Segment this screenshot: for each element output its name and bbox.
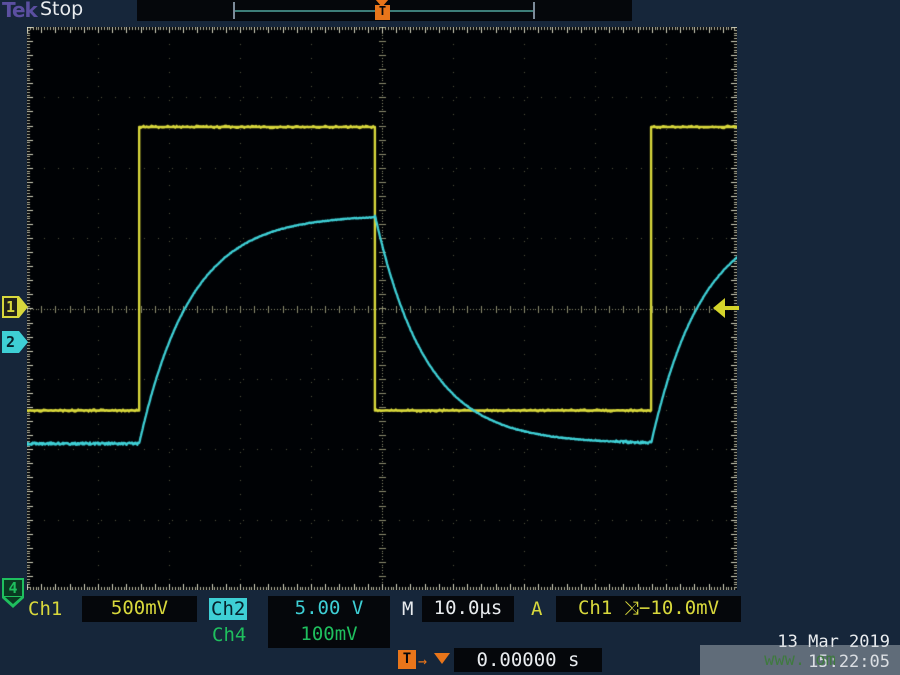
ch2-label[interactable]: Ch2 [209,598,247,620]
trigger-level-value: −10.0mV [639,597,719,619]
timebase-value[interactable]: 10.0µs [422,596,514,622]
trigger-prefix: A [531,598,542,620]
ch1-label[interactable]: Ch1 [28,598,62,620]
ch4-label[interactable]: Ch4 [212,624,246,646]
channel-marker-ch2[interactable]: 2 [2,331,26,353]
tek-logo: Tek [2,0,37,22]
ch2-scale-value[interactable]: 5.00 V [268,596,390,622]
watermark-text: www. om [705,650,895,670]
channel-marker-ch2-label: 2 [2,331,19,353]
trigger-delay-readout[interactable]: T → 0.00000 s [398,648,603,672]
ch4-scale-value[interactable]: 100mV [268,622,390,648]
waveform-traces [27,27,737,590]
falling-edge-icon: ⤨ [624,597,639,619]
trigger-position-letter: T [375,4,390,18]
trigger-delay-icon: T [398,650,416,669]
channel-marker-ch4-label: 4 [2,578,24,598]
oscilloscope-screen: Tek Stop T T 1 2 4 [0,0,900,675]
trigger-source: Ch1 [578,597,612,619]
trigger-position-marker-top[interactable]: T [375,0,390,20]
timebase-prefix: M [402,598,413,620]
channel-marker-ch1-label: 1 [2,296,19,318]
trigger-readout[interactable]: Ch1 ⤨−10.0mV [556,596,741,622]
header-bar: Tek Stop [0,0,900,22]
acquisition-state-label: Stop [40,0,83,20]
ch1-scale-value[interactable]: 500mV [82,596,197,622]
waveform-graticule[interactable] [27,27,737,590]
status-bar: Ch1 500mV Ch2 5.00 V Ch4 100mV M 10.0µs … [0,596,900,644]
trigger-delay-down-arrow-icon [434,653,450,664]
trigger-delay-arrow-icon: → [418,654,427,669]
trigger-delay-value[interactable]: 0.00000 s [454,648,602,672]
trigger-level-arrow-icon[interactable] [713,298,739,318]
channel-marker-ch1[interactable]: 1 [2,296,26,318]
